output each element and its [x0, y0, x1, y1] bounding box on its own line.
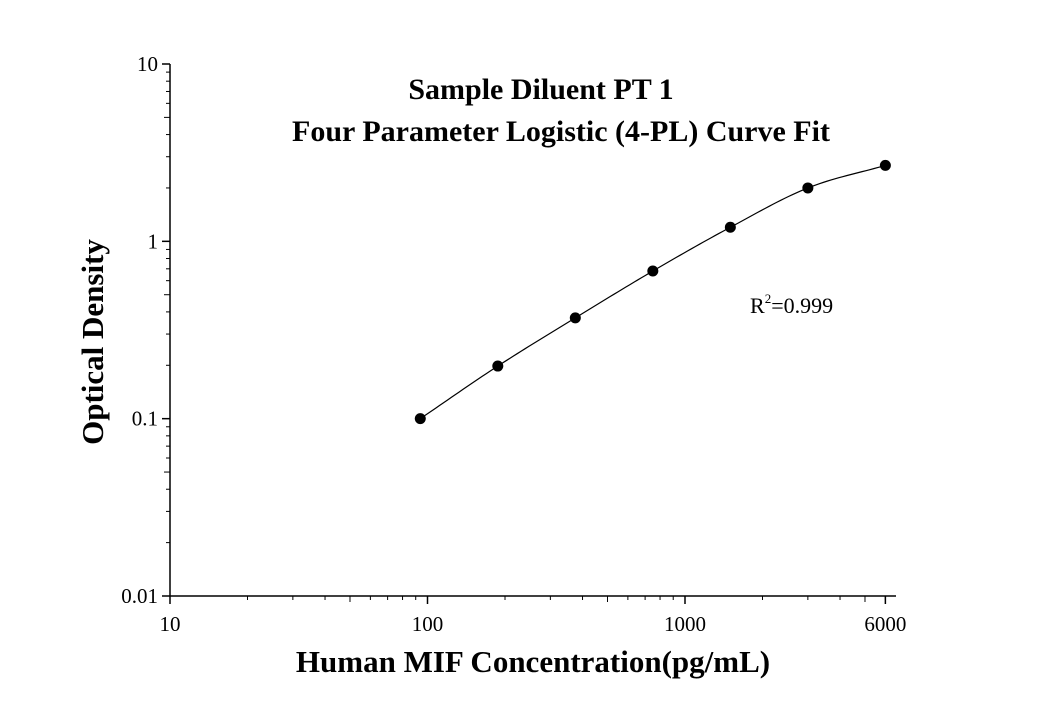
axes-layer: 0.01 0.1 1 10 10 100 1000 6000 [121, 52, 906, 636]
y-tick-label: 10 [137, 52, 158, 76]
data-point [802, 182, 814, 194]
r-squared-annotation: R2=0.999 [750, 291, 833, 318]
r-squared-base: R [750, 293, 765, 318]
x-tick-label: 1000 [664, 612, 706, 636]
data-point [414, 413, 426, 425]
r-squared-superscript: 2 [765, 291, 772, 306]
x-tick-label: 6000 [864, 612, 906, 636]
y-tick-label: 0.1 [132, 407, 158, 431]
y-axis-label: Optical Density [75, 239, 110, 445]
x-tick-label: 100 [412, 612, 444, 636]
chart-title: Sample Diluent PT 1 [408, 73, 673, 106]
data-point [647, 265, 659, 277]
chart-subtitle: Four Parameter Logistic (4-PL) Curve Fit [292, 115, 830, 148]
y-tick-label: 1 [148, 229, 159, 253]
x-tick-label: 10 [160, 612, 181, 636]
data-point [724, 221, 736, 233]
data-point [569, 312, 581, 324]
r-squared-value: =0.999 [771, 293, 833, 318]
x-axis-label: Human MIF Concentration(pg/mL) [296, 644, 770, 679]
data-point [492, 360, 504, 372]
data-point [879, 159, 891, 171]
y-tick-label: 0.01 [121, 584, 158, 608]
points-layer [414, 159, 891, 425]
